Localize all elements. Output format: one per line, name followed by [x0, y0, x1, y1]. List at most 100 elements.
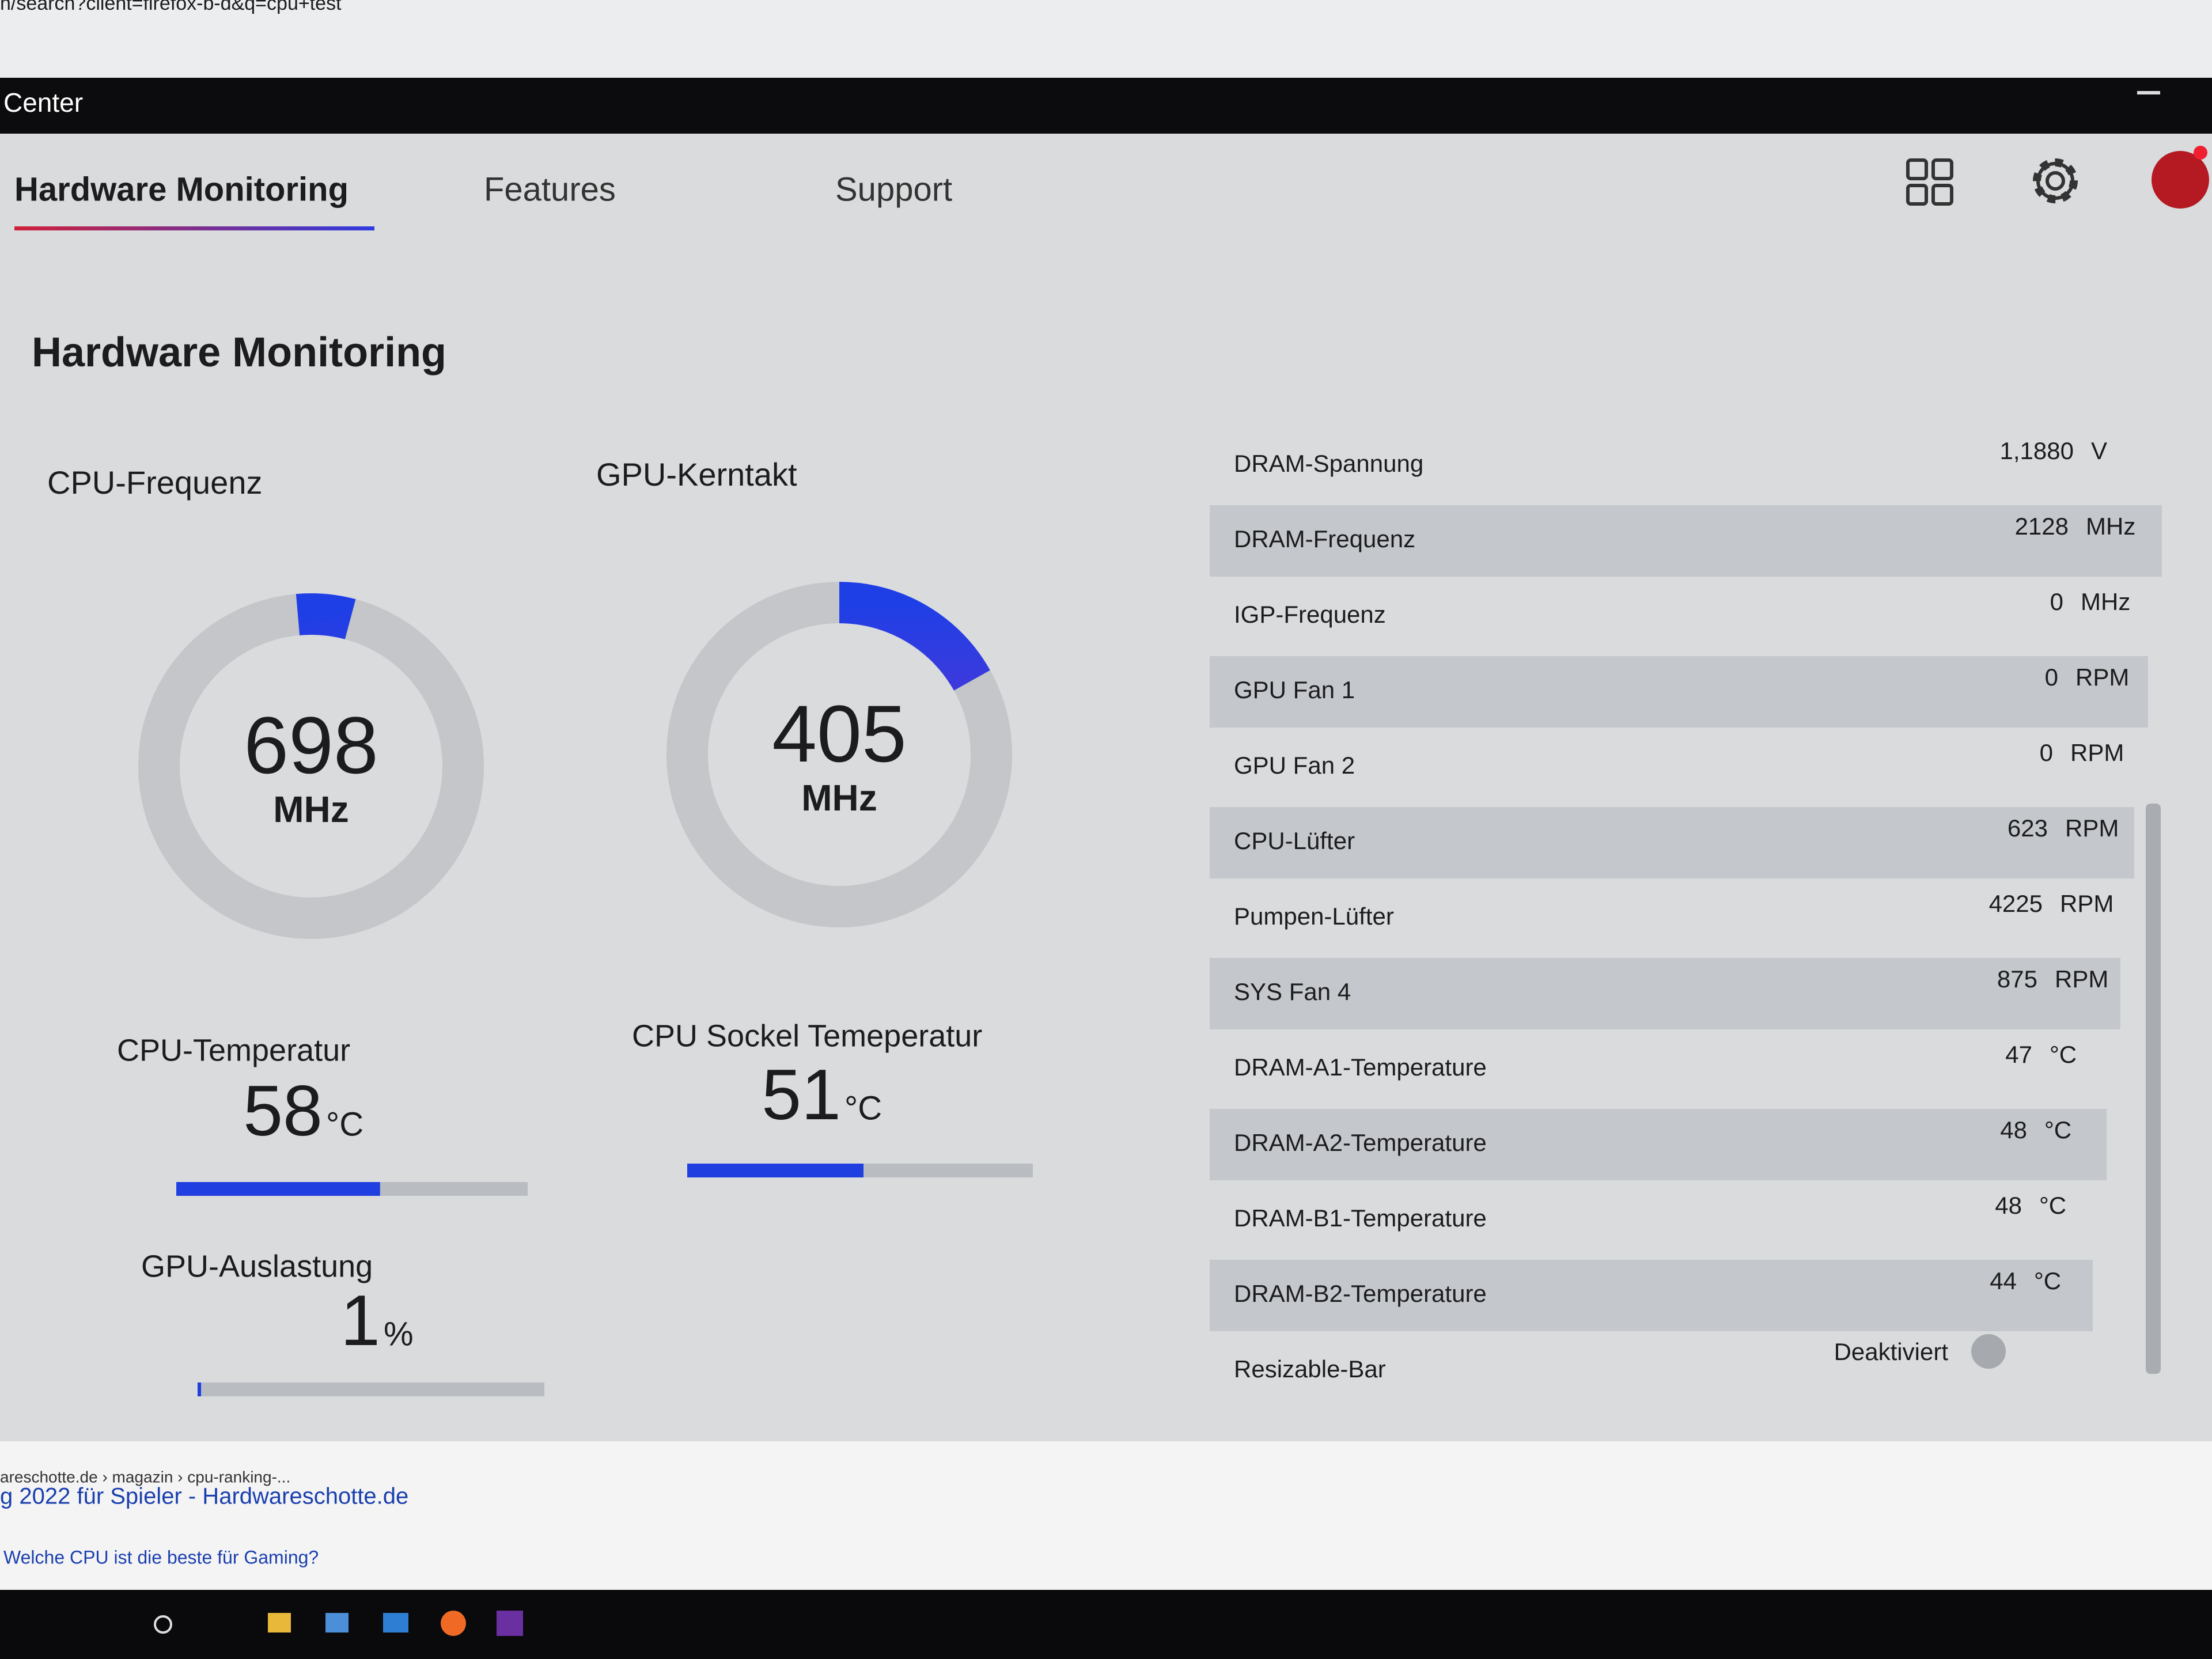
row-value: 0	[2045, 664, 2058, 691]
gauge-arc	[138, 593, 484, 939]
help-icon[interactable]	[1971, 1334, 2006, 1369]
tab[interactable]: Support	[835, 171, 952, 208]
row-name: Pumpen-Lüfter	[1234, 903, 1394, 930]
explorer-icon[interactable]	[268, 1613, 291, 1633]
row-name: DRAM-B2-Temperature	[1234, 1280, 1487, 1307]
row-name: IGP-Frequenz	[1234, 601, 1386, 628]
gauge-value: 405	[772, 688, 907, 779]
row-value: Deaktiviert	[1834, 1338, 1949, 1365]
meter-label: CPU-Temperatur	[117, 1033, 350, 1067]
gauge-label: CPU-Frequenz	[47, 464, 262, 501]
row-name: DRAM-Frequenz	[1234, 525, 1415, 552]
row-value: 44	[1990, 1267, 2017, 1294]
meter-track	[687, 1164, 1033, 1177]
row-name: DRAM-A2-Temperature	[1234, 1129, 1487, 1156]
gauge-value: 698	[244, 700, 378, 790]
row-name: GPU Fan 2	[1234, 752, 1355, 779]
meter-value: 1	[340, 1281, 380, 1361]
mail-icon[interactable]	[383, 1613, 408, 1633]
scrollbar[interactable]	[2146, 804, 2161, 1374]
heading: Hardware Monitoring	[32, 329, 446, 376]
gauge-arc	[666, 582, 1012, 927]
row-value: 0	[2050, 588, 2063, 615]
url: n/search?client=firefox-b-d&q=cpu+test	[0, 0, 342, 14]
search-result: areschotte.de › magazin › cpu-ranking-..…	[0, 1468, 290, 1486]
row-bg	[1210, 958, 2120, 1029]
row-name: Resizable-Bar	[1234, 1355, 1386, 1382]
row-unit: MHz	[2081, 588, 2130, 615]
browser-bar	[0, 0, 2212, 78]
search-results: areschotte.de › magazin › cpu-ranking-..…	[0, 1468, 408, 1567]
meter-label: CPU Sockel Temeperatur	[632, 1018, 982, 1053]
row-name: DRAM-Spannung	[1234, 450, 1423, 477]
meter-bar	[176, 1182, 380, 1196]
row-bg	[1210, 807, 2134, 878]
meter-value: 51	[762, 1055, 841, 1135]
browser-page	[0, 1441, 2212, 1590]
taskbar	[0, 1590, 2212, 1659]
content: CPU-Frequenz698MHzGPU-Kerntakt405MHzCPU-…	[47, 437, 2162, 1396]
row-name: DRAM-A1-Temperature	[1234, 1054, 1487, 1081]
row-value: 2128	[2015, 513, 2069, 540]
row-bg	[1210, 1260, 2093, 1331]
tab-underline	[14, 226, 374, 230]
row-name: SYS Fan 4	[1234, 978, 1351, 1005]
row-value: 623	[2008, 815, 2048, 842]
minimize[interactable]	[2137, 91, 2160, 94]
row-bg	[1210, 1109, 2107, 1180]
meter-label: GPU-Auslastung	[141, 1249, 373, 1283]
row-unit: RPM	[2060, 890, 2113, 917]
row-unit: RPM	[2070, 739, 2124, 766]
row-unit: °C	[2050, 1041, 2077, 1068]
window-title: Center	[3, 88, 83, 118]
row-value: 48	[2000, 1116, 2027, 1143]
row-value: 4225	[1989, 890, 2043, 917]
tabs: Hardware Monitoring Features Support	[14, 171, 952, 208]
row-unit: RPM	[2075, 664, 2129, 691]
row-unit: RPM	[2055, 965, 2108, 993]
grid-icon[interactable]	[1906, 158, 1953, 206]
row-value: 47	[2005, 1041, 2032, 1068]
app-body	[0, 134, 2212, 1441]
row-unit: °C	[2039, 1192, 2066, 1219]
row-value: 48	[1995, 1192, 2022, 1219]
meter-track	[176, 1182, 528, 1196]
search-result[interactable]: g 2022 für Spieler - Hardwareschotte.de	[0, 1484, 408, 1509]
row-value: 0	[2040, 739, 2053, 766]
app-icon[interactable]	[497, 1611, 523, 1636]
meter-bar	[198, 1382, 202, 1396]
tab[interactable]: Features	[484, 171, 616, 208]
title-bar	[0, 78, 2212, 134]
settings-icon[interactable]	[2033, 158, 2078, 203]
meter-unit: %	[384, 1315, 414, 1353]
row-name: DRAM-B1-Temperature	[1234, 1205, 1487, 1232]
search-button[interactable]	[154, 1615, 172, 1634]
row-unit: RPM	[2065, 815, 2119, 842]
gauge-unit: MHz	[273, 789, 349, 830]
meter-bg	[198, 1382, 544, 1396]
row-unit: MHz	[2086, 513, 2135, 540]
firefox-icon[interactable]	[441, 1611, 466, 1636]
meter-value: 58	[243, 1071, 323, 1151]
row-name: GPU Fan 1	[1234, 676, 1355, 703]
avatar[interactable]	[2152, 151, 2209, 209]
gauge-label: GPU-Kerntakt	[596, 456, 797, 493]
row-value: 875	[1997, 965, 2037, 993]
store-icon[interactable]	[325, 1613, 349, 1633]
gauge-unit: MHz	[801, 777, 877, 819]
row-unit: °C	[2034, 1267, 2061, 1294]
row-bg	[1210, 505, 2162, 577]
row-unit: °C	[2044, 1116, 2071, 1143]
notification-dot	[2194, 146, 2207, 160]
search-result[interactable]: Welche CPU ist die beste für Gaming?	[3, 1547, 319, 1567]
row-unit: V	[2091, 437, 2107, 464]
meter-unit: °C	[326, 1105, 363, 1143]
row-name: CPU-Lüfter	[1234, 827, 1355, 854]
meter-bar	[687, 1164, 863, 1177]
tab[interactable]: Hardware Monitoring	[14, 171, 349, 208]
row-bg	[1210, 656, 2148, 728]
meter-unit: °C	[844, 1089, 882, 1127]
row-value: 1,1880	[2000, 437, 2074, 464]
